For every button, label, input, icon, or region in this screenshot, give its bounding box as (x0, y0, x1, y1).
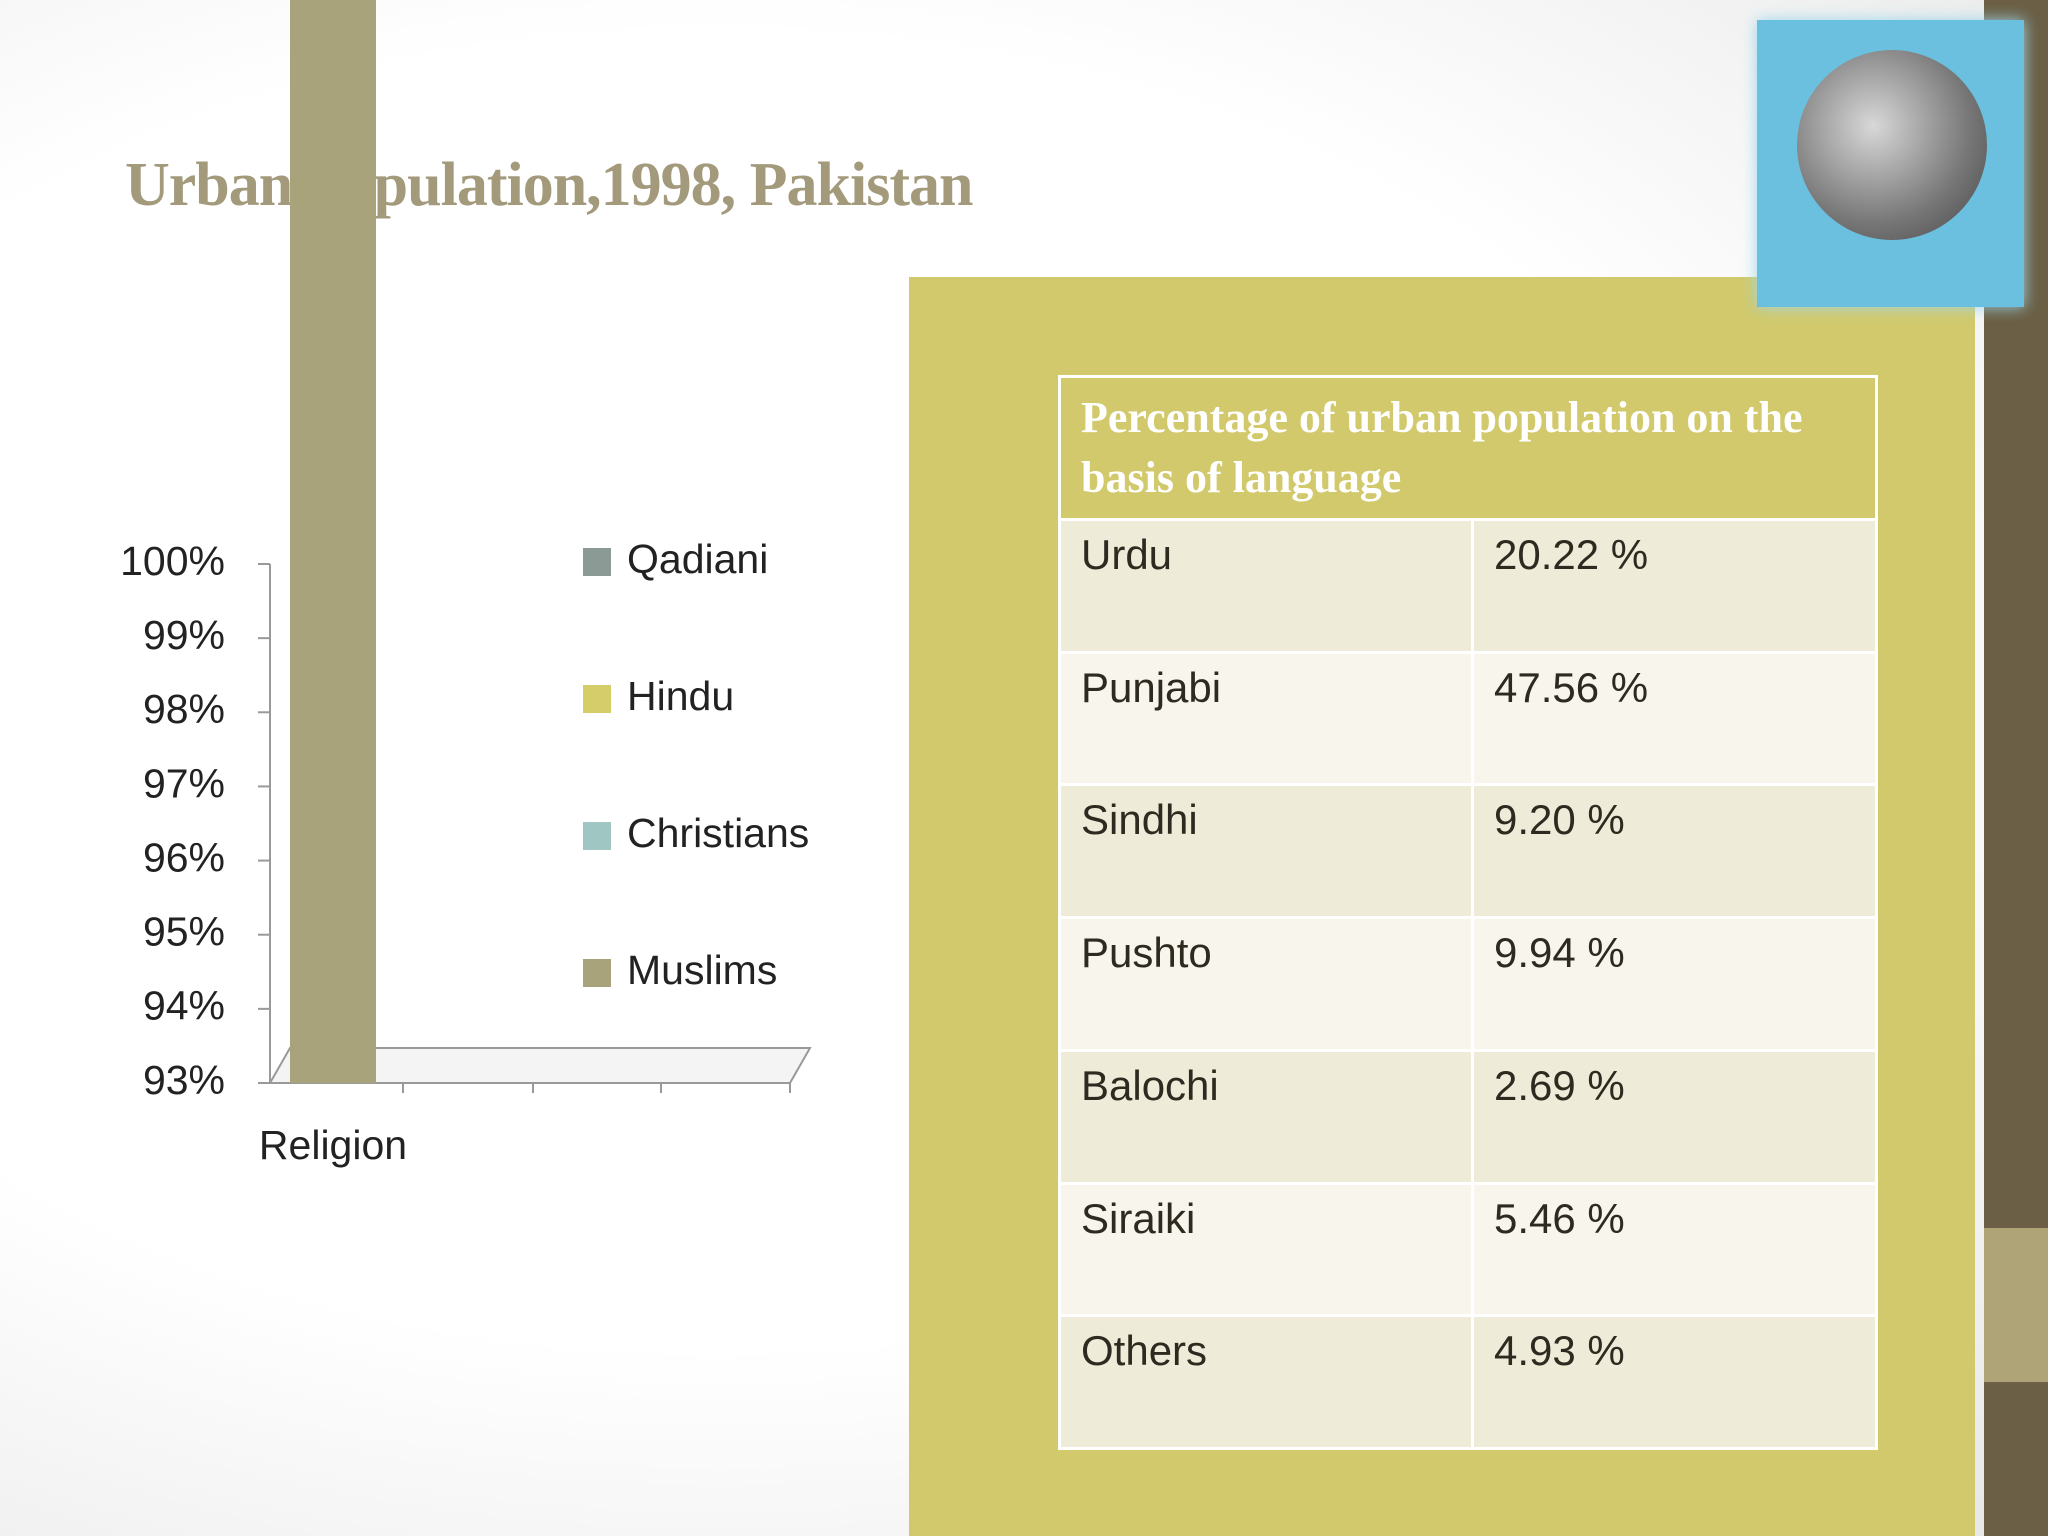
percentage-cell: 4.93 % (1471, 1314, 1878, 1450)
y-tick-label: 100% (120, 538, 225, 584)
percentage-cell: 2.69 % (1471, 1048, 1878, 1185)
table-row: Balochi 2.69 % (1058, 1048, 1878, 1185)
table-row: Punjabi 47.56 % (1058, 650, 1878, 787)
percentage-cell: 47.56 % (1471, 650, 1878, 787)
chart: 93%94%95%96%97%98%99%100%Religion95.512.… (120, 0, 812, 1168)
x-tick-label: Religion (259, 1122, 407, 1168)
table-header: Percentage of urban population on the ba… (1058, 375, 1878, 521)
table-row: Pushto 9.94 % (1058, 916, 1878, 1052)
y-tick-label: 95% (143, 909, 225, 955)
language-cell: Pushto (1058, 916, 1474, 1052)
y-tick-label: 93% (143, 1057, 225, 1103)
percentage-cell: 20.22 % (1471, 518, 1878, 654)
table-row: Urdu 20.22 % (1058, 518, 1878, 654)
percentage-cell: 9.94 % (1471, 916, 1878, 1052)
language-cell: Urdu (1058, 518, 1474, 654)
percentage-cell: 9.20 % (1471, 783, 1878, 920)
language-table: Percentage of urban population on the ba… (1058, 375, 1878, 1450)
legend-swatch (583, 822, 611, 850)
y-tick-label: 94% (143, 983, 225, 1029)
legend-swatch (583, 685, 611, 713)
language-cell: Others (1058, 1314, 1474, 1450)
globe (1797, 50, 1987, 240)
table-row: Others 4.93 % (1058, 1314, 1878, 1450)
legend-label: Muslims (627, 947, 777, 993)
legend-swatch (583, 548, 611, 576)
slide-title: Urban Population,1998, Pakistan (125, 151, 974, 219)
y-tick-label: 99% (143, 612, 225, 658)
chart-floor (268, 1047, 812, 1084)
table-row: Sindhi 9.20 % (1058, 783, 1878, 920)
y-tick-label: 97% (143, 760, 225, 806)
language-cell: Balochi (1058, 1048, 1474, 1185)
legend-label: Christians (627, 810, 809, 856)
bar-segment (290, 0, 376, 1083)
y-tick-label: 98% (143, 686, 225, 732)
legend-label: Qadiani (627, 536, 768, 582)
legend-swatch (583, 959, 611, 987)
globe-image (1757, 20, 2024, 307)
side-strip-block (1984, 1228, 2048, 1382)
language-cell: Sindhi (1058, 783, 1474, 920)
language-cell: Siraiki (1058, 1181, 1474, 1318)
percentage-cell: 5.46 % (1471, 1181, 1878, 1318)
table-row: Siraiki 5.46 % (1058, 1181, 1878, 1318)
legend-label: Hindu (627, 673, 734, 719)
y-tick-label: 96% (143, 834, 225, 880)
language-cell: Punjabi (1058, 650, 1474, 787)
